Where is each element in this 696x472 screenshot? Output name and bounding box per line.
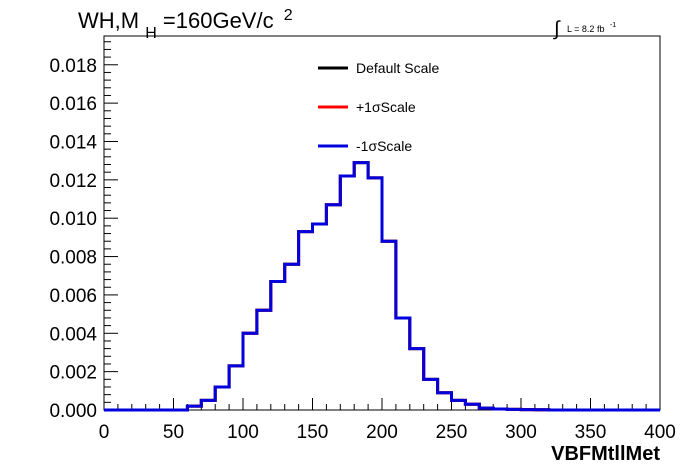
y-tick-label: 0.018: [49, 56, 97, 77]
x-tick-label: 50: [163, 422, 184, 443]
y-axis: 0.000 0.002 0.004 0.006 0.008 0.010 0.012 0.014…: [49, 41, 118, 422]
x-axis-label: VBFMtllMet: [551, 443, 660, 465]
y-tick-label: 0.002: [49, 363, 97, 384]
x-tick-label: 200: [366, 422, 398, 443]
y-tick-label: 0.012: [49, 171, 97, 192]
integral-sign: ∫: [553, 18, 561, 40]
x-axis: 0 50 100 150 200 250 300 350 400: [99, 398, 676, 443]
series-line-3: [104, 161, 660, 412]
title-subscript: H: [145, 25, 157, 42]
y-tick-label: 0.000: [49, 401, 97, 422]
x-tick-label: 100: [227, 422, 259, 443]
x-tick-label: 400: [644, 422, 676, 443]
legend: Default Scale +1σScale -1σScale: [318, 60, 439, 154]
title-rest: =160GeV/c: [163, 8, 274, 33]
x-tick-label: 300: [505, 422, 537, 443]
x-tick-label: 250: [436, 422, 468, 443]
title-main: WH,M: [78, 8, 139, 33]
legend-label: -1σScale: [356, 138, 412, 154]
y-tick-label: 0.008: [49, 248, 97, 269]
chart-title: WH,M H =160GeV/c 2: [78, 7, 293, 43]
y-tick-label: 0.016: [49, 94, 97, 115]
y-tick-label: 0.014: [49, 132, 97, 153]
luminosity-unit-superscript: -1: [610, 22, 616, 29]
y-tick-label: 0.004: [49, 324, 97, 345]
series-group: [104, 161, 660, 412]
y-tick-label: 0.006: [49, 286, 97, 307]
svg-text:L = 8.2 fb -1: L = 8.2 fb -1: [567, 22, 616, 34]
legend-label: Default Scale: [356, 60, 439, 76]
y-tick-label: 0.010: [49, 209, 97, 230]
title-superscript: 2: [284, 7, 293, 24]
luminosity-label: ∫ L = 8.2 fb -1: [553, 18, 616, 40]
luminosity-text: L = 8.2 fb: [567, 24, 604, 34]
x-tick-label: 0: [99, 422, 110, 443]
svg-text:WH,M H =160GeV/c: WH,M H =160GeV/c 2: [78, 7, 293, 43]
legend-label: +1σScale: [356, 99, 416, 115]
x-tick-label: 150: [297, 422, 329, 443]
x-tick-label: 350: [575, 422, 607, 443]
